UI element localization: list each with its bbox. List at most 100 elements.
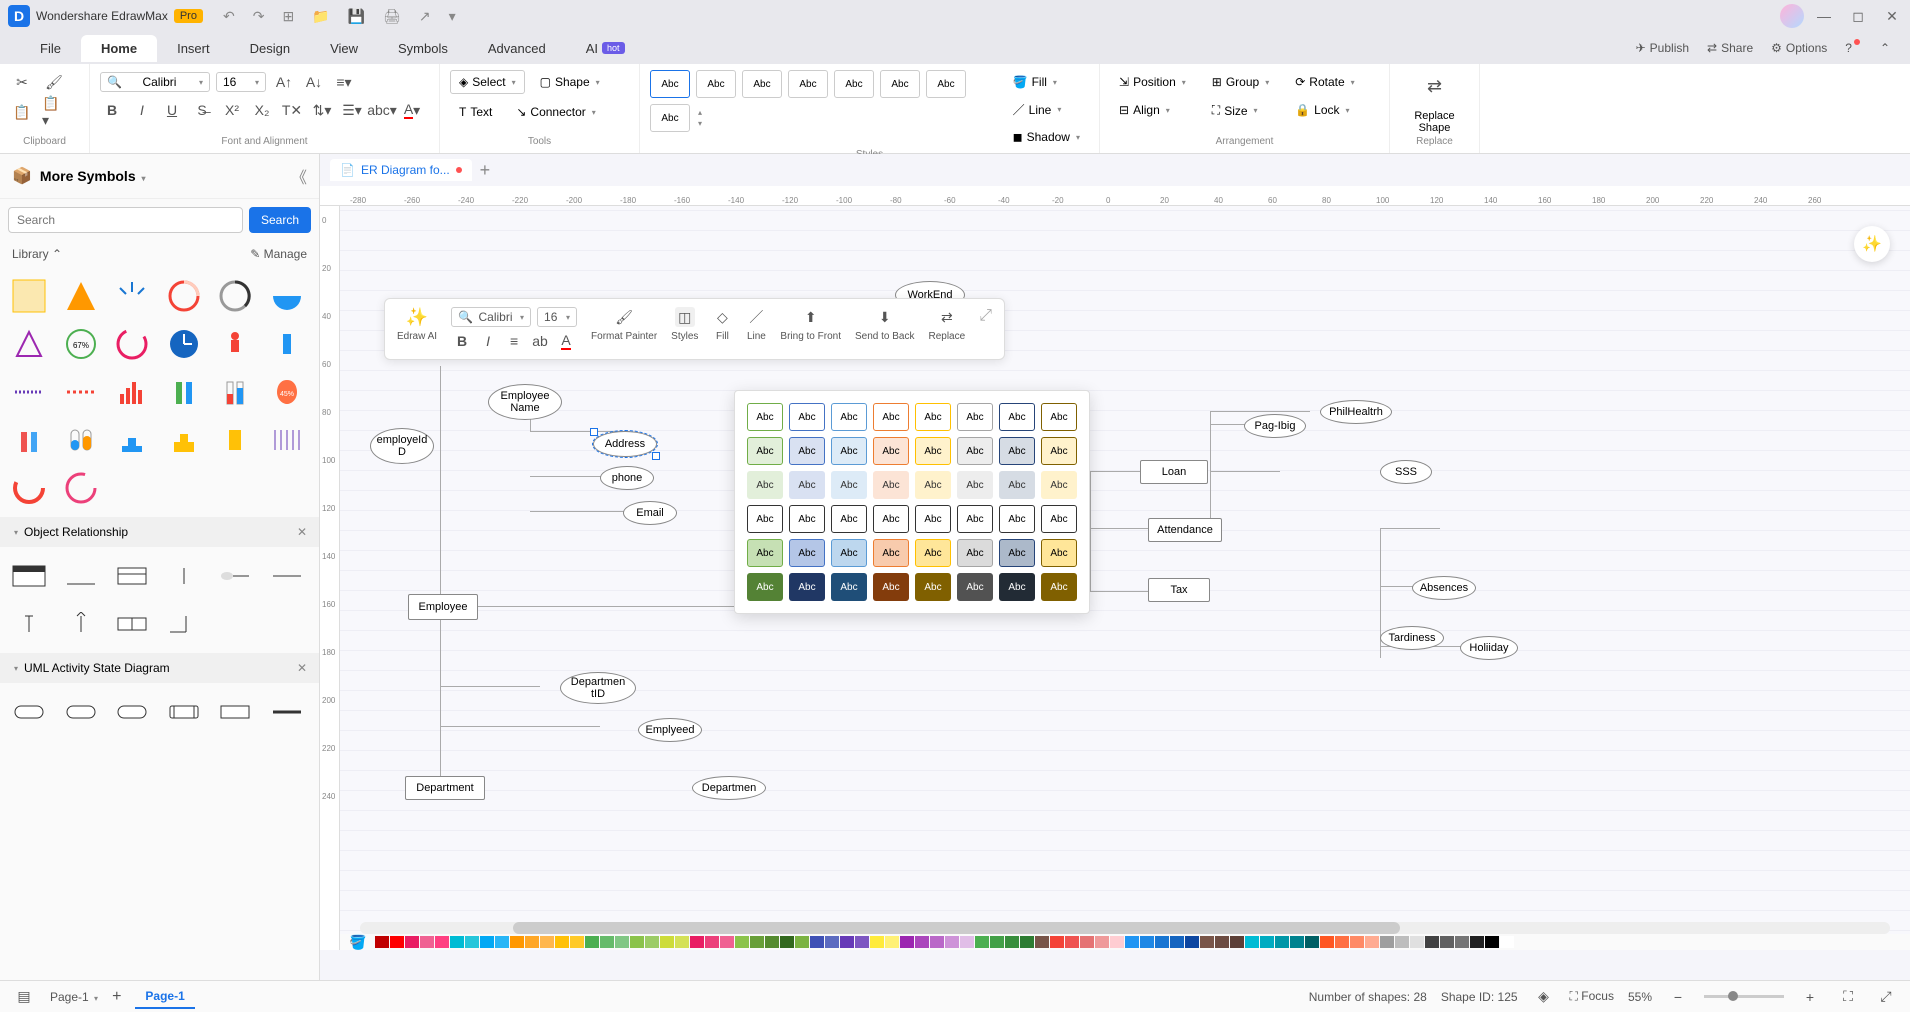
library-shape[interactable] (214, 275, 256, 317)
node-tax[interactable]: Tax (1148, 578, 1210, 602)
palette-swatch[interactable] (1290, 936, 1304, 948)
ribbon-style-swatch[interactable]: Abc (742, 70, 782, 98)
node-email[interactable]: Email (623, 501, 677, 525)
font-color-icon[interactable]: A▾ (400, 98, 424, 122)
select-tool[interactable]: ◈ Select▾ (450, 70, 525, 94)
float-italic-icon[interactable]: I (478, 331, 498, 351)
menu-view[interactable]: View (310, 35, 378, 62)
share-button[interactable]: ⇄ Share (1707, 41, 1753, 55)
style-swatch[interactable]: Abc (999, 437, 1035, 465)
palette-swatch[interactable] (1440, 936, 1454, 948)
palette-swatch[interactable] (885, 936, 899, 948)
decrease-font-icon[interactable]: A↓ (302, 70, 326, 94)
align-dropdown[interactable]: ⊟ Align▾ (1110, 98, 1195, 122)
underline-icon[interactable]: U (160, 98, 184, 122)
style-swatch[interactable]: Abc (789, 505, 825, 533)
ribbon-style-swatch[interactable]: Abc (880, 70, 920, 98)
library-shape[interactable] (60, 603, 102, 645)
format-brush-icon[interactable]: 🖌 (42, 70, 66, 94)
node-loan[interactable]: Loan (1140, 460, 1208, 484)
library-shape[interactable] (111, 371, 153, 413)
text-tool[interactable]: T Text (450, 100, 501, 124)
open-icon[interactable]: 📁 (312, 8, 329, 25)
node-attendance[interactable]: Attendance (1148, 518, 1222, 542)
node-phone[interactable]: phone (600, 466, 654, 490)
text-case-icon[interactable]: abc▾ (370, 98, 394, 122)
library-shape[interactable] (8, 371, 50, 413)
style-swatch[interactable]: Abc (957, 471, 993, 499)
library-shape[interactable] (163, 371, 205, 413)
style-swatch[interactable]: Abc (789, 539, 825, 567)
library-shape[interactable] (214, 371, 256, 413)
palette-swatch[interactable] (555, 936, 569, 948)
shadow-dropdown[interactable]: ◼ Shadow▾ (1004, 125, 1089, 149)
page-tab[interactable]: Page-1 (135, 985, 194, 1009)
library-shape[interactable] (111, 555, 153, 597)
palette-swatch[interactable] (1485, 936, 1499, 948)
lock-dropdown[interactable]: 🔒 Lock▾ (1286, 98, 1363, 122)
ribbon-style-swatch[interactable]: Abc (650, 70, 690, 98)
palette-swatch[interactable] (480, 936, 494, 948)
node-absences[interactable]: Absences (1412, 576, 1476, 600)
style-swatch[interactable]: Abc (831, 403, 867, 431)
library-shape[interactable] (214, 323, 256, 365)
style-swatch[interactable]: Abc (747, 437, 783, 465)
cut-icon[interactable]: ✂ (10, 70, 34, 94)
palette-swatch[interactable] (1230, 936, 1244, 948)
menu-design[interactable]: Design (230, 35, 310, 62)
palette-swatch[interactable] (1020, 936, 1034, 948)
float-size-select[interactable]: 16▾ (537, 307, 577, 327)
style-swatch[interactable]: Abc (957, 539, 993, 567)
palette-swatch[interactable] (1065, 936, 1079, 948)
palette-swatch[interactable] (1350, 936, 1364, 948)
palette-swatch[interactable] (750, 936, 764, 948)
library-shape[interactable]: 67% (60, 323, 102, 365)
library-shape[interactable] (163, 323, 205, 365)
palette-swatch[interactable] (675, 936, 689, 948)
style-swatch[interactable]: Abc (831, 437, 867, 465)
palette-swatch[interactable] (540, 936, 554, 948)
minimize-icon[interactable]: — (1814, 8, 1834, 25)
style-swatch[interactable]: Abc (831, 505, 867, 533)
section-uml-activity[interactable]: ▾UML Activity State Diagram✕ (0, 653, 319, 683)
section-object-relationship[interactable]: ▾Object Relationship✕ (0, 517, 319, 547)
palette-swatch[interactable] (1170, 936, 1184, 948)
palette-swatch[interactable] (915, 936, 929, 948)
publish-button[interactable]: ✈ Publish (1636, 41, 1689, 55)
node-pagibig[interactable]: Pag-Ibig (1244, 414, 1306, 438)
close-icon[interactable]: ✕ (1882, 8, 1902, 25)
style-swatch[interactable]: Abc (1041, 573, 1077, 601)
float-fill-icon[interactable]: ◇ (712, 307, 732, 327)
palette-swatch[interactable] (690, 936, 704, 948)
style-swatch[interactable]: Abc (1041, 471, 1077, 499)
style-swatch[interactable]: Abc (999, 403, 1035, 431)
more-symbols-title[interactable]: More Symbols ▾ (40, 168, 283, 184)
palette-swatch[interactable] (1200, 936, 1214, 948)
style-swatch[interactable]: Abc (789, 573, 825, 601)
send-to-back-icon[interactable]: ⬇ (875, 307, 895, 327)
palette-swatch[interactable] (615, 936, 629, 948)
node-departmen[interactable]: Departmen (692, 776, 766, 800)
library-shape[interactable] (60, 691, 102, 733)
style-swatch[interactable]: Abc (915, 539, 951, 567)
library-shape[interactable] (60, 467, 102, 509)
palette-swatch[interactable] (780, 936, 794, 948)
library-shape[interactable] (111, 419, 153, 461)
print-icon[interactable]: 🖨 (383, 8, 401, 25)
palette-swatch[interactable] (1410, 936, 1424, 948)
menu-home[interactable]: Home (81, 35, 157, 62)
ribbon-style-swatch[interactable]: Abc (788, 70, 828, 98)
node-address[interactable]: Address (593, 431, 657, 457)
library-shape[interactable]: 45% (266, 371, 308, 413)
bullets-icon[interactable]: ☰▾ (340, 98, 364, 122)
style-swatch[interactable]: Abc (831, 539, 867, 567)
palette-swatch[interactable] (870, 936, 884, 948)
palette-swatch[interactable] (840, 936, 854, 948)
palette-swatch[interactable] (1305, 936, 1319, 948)
layers-icon[interactable]: ◈ (1532, 985, 1556, 1009)
palette-swatch[interactable] (735, 936, 749, 948)
bring-to-front-icon[interactable]: ⬆ (801, 307, 821, 327)
menu-file[interactable]: File (20, 35, 81, 62)
document-tab[interactable]: 📄 ER Diagram fo... (330, 159, 472, 181)
palette-swatch[interactable] (420, 936, 434, 948)
